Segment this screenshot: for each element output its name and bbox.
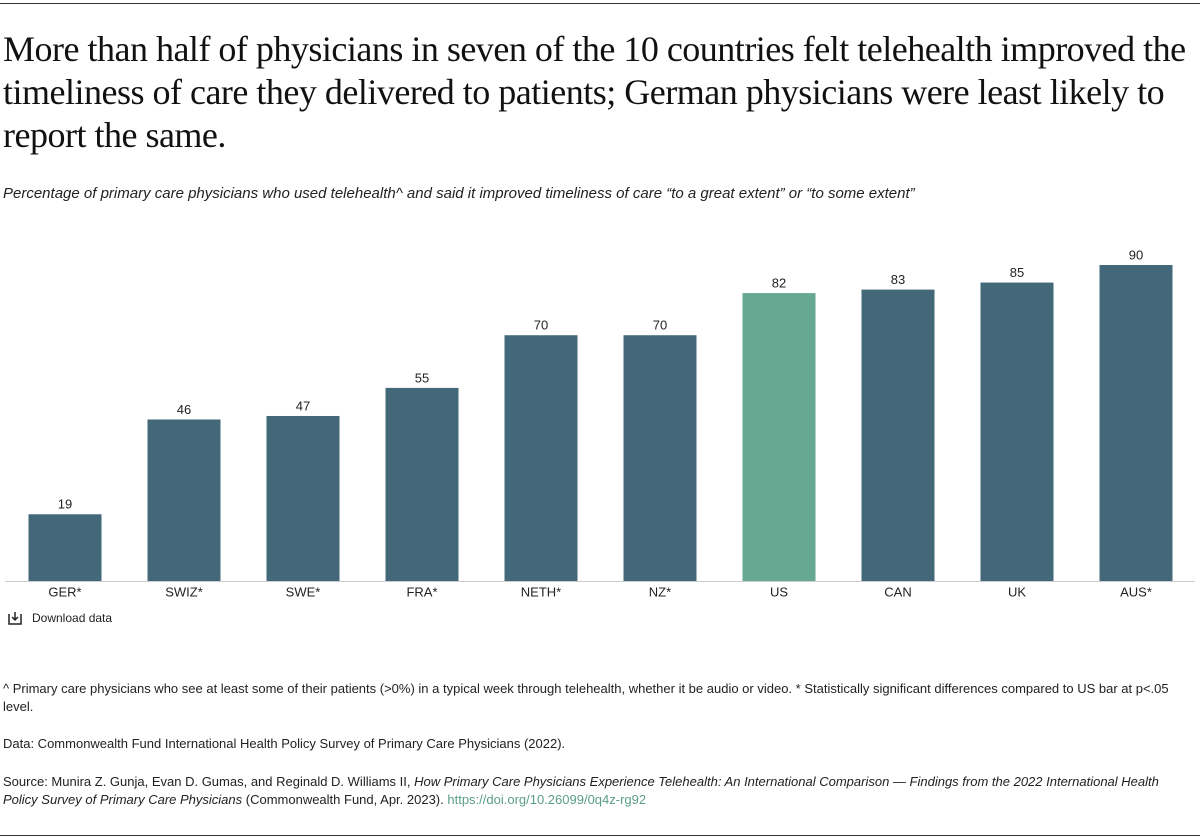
bar (266, 415, 340, 581)
chart-subtitle: Percentage of primary care physicians wh… (3, 185, 915, 202)
x-tick-label: GER* (48, 584, 81, 599)
data-note: Data: Commonwealth Fund International He… (3, 736, 566, 751)
chart-title: More than half of physicians in seven of… (3, 29, 1186, 155)
value-label: 47 (296, 398, 310, 413)
bar (1099, 265, 1173, 581)
download-button[interactable]: Download data (8, 611, 112, 625)
value-label: 46 (177, 402, 191, 417)
bar (623, 335, 697, 581)
source-text: (Commonwealth Fund, Apr. 2023). (242, 792, 448, 807)
download-label[interactable]: Download data (32, 611, 113, 625)
source-title: How Primary Care Physicians Experience T… (3, 774, 1159, 807)
bar (385, 387, 459, 581)
bar (147, 419, 221, 581)
value-label: 55 (415, 370, 429, 385)
download-icon (8, 612, 22, 625)
bar (980, 282, 1054, 581)
chart: 19 GER* 46 SWIZ* 47 SWE* 55 FRA* 70 NETH* 70 NZ* 82 U… (5, 247, 1195, 599)
source-note: Source: Munira Z. Gunja, Evan D. Gumas, … (3, 773, 1195, 809)
x-tick-label: SWE* (286, 584, 321, 599)
value-label: 90 (1129, 247, 1143, 262)
x-tick-label: NETH* (521, 584, 561, 599)
value-label: 19 (58, 497, 72, 512)
value-label: 83 (891, 272, 905, 287)
x-tick-label: FRA* (406, 584, 437, 599)
x-tick-label: UK (1008, 584, 1026, 599)
x-tick-label: NZ* (649, 584, 671, 599)
value-label: 82 (772, 276, 786, 291)
bar (28, 514, 102, 581)
x-tick-label: SWIZ* (165, 584, 203, 599)
bar (861, 289, 935, 581)
source-text: Source: Munira Z. Gunja, Evan D. Gumas, … (3, 774, 415, 789)
x-tick-label: US (770, 584, 788, 599)
top-rule (0, 3, 1200, 4)
source-link[interactable]: https://doi.org/10.26099/0q4z-rg92 (447, 792, 647, 807)
bar (504, 335, 578, 581)
x-tick-label: CAN (884, 584, 911, 599)
value-label: 70 (534, 318, 548, 333)
bar (742, 293, 816, 581)
value-label: 70 (653, 318, 667, 333)
value-label: 85 (1010, 265, 1024, 280)
footnote: ^ Primary care physicians who see at lea… (3, 681, 1169, 714)
bottom-rule (0, 835, 1200, 836)
x-tick-label: AUS* (1120, 584, 1152, 599)
